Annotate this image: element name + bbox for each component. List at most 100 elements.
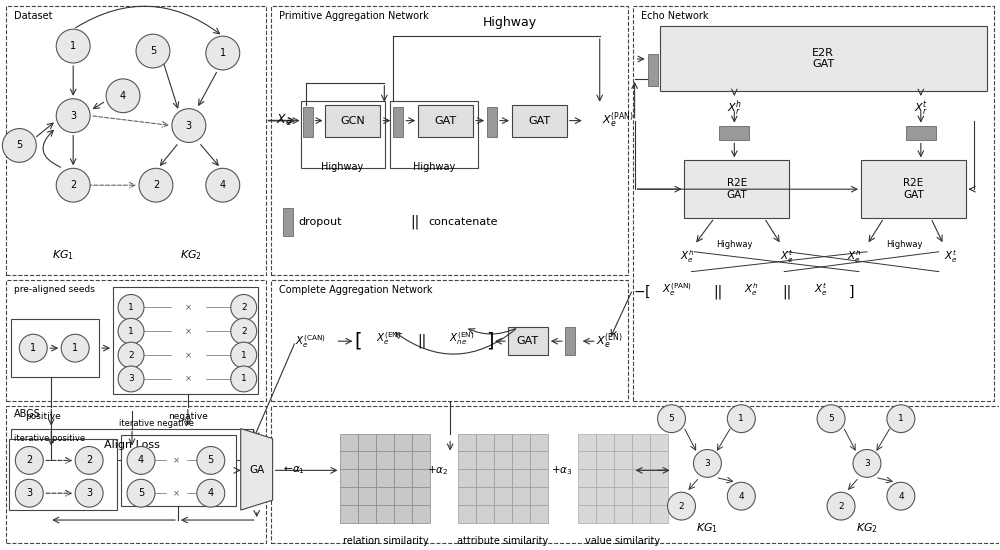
Text: Highway: Highway — [321, 162, 364, 172]
Circle shape — [118, 294, 144, 320]
Circle shape — [853, 449, 881, 477]
Bar — [512, 104, 567, 136]
Bar — [633, 7, 994, 401]
Text: 4: 4 — [739, 492, 744, 500]
Bar — [650, 433, 668, 452]
Circle shape — [817, 405, 845, 433]
Bar — [614, 452, 632, 469]
Bar — [632, 452, 650, 469]
Bar — [394, 505, 412, 523]
Text: $X_r^t$: $X_r^t$ — [914, 100, 928, 118]
Bar — [358, 469, 376, 487]
Circle shape — [56, 29, 90, 63]
Bar — [340, 433, 358, 452]
Text: 2: 2 — [838, 502, 844, 510]
Bar — [632, 487, 650, 505]
Text: value similarity: value similarity — [585, 536, 660, 546]
Bar — [719, 125, 749, 140]
Text: 1: 1 — [128, 303, 134, 312]
Text: $\times$: $\times$ — [172, 488, 180, 498]
Bar — [494, 469, 512, 487]
Bar — [530, 505, 548, 523]
Text: iterative negative: iterative negative — [119, 419, 194, 428]
Text: $X_e^h$: $X_e^h$ — [744, 281, 759, 298]
Text: iterative positive: iterative positive — [14, 434, 85, 443]
Bar — [565, 327, 575, 355]
Text: 3: 3 — [70, 111, 76, 120]
Text: GAT: GAT — [528, 116, 550, 125]
Text: GCN: GCN — [341, 116, 365, 125]
Bar — [418, 104, 473, 136]
Bar — [476, 452, 494, 469]
Bar — [487, 107, 497, 136]
Text: $X_e^t$: $X_e^t$ — [944, 248, 958, 265]
Text: 2: 2 — [679, 502, 684, 510]
Bar — [494, 452, 512, 469]
Bar — [412, 469, 430, 487]
Bar — [358, 505, 376, 523]
Bar — [340, 487, 358, 505]
Bar — [476, 469, 494, 487]
Text: 3: 3 — [186, 120, 192, 130]
Text: Align Loss: Align Loss — [104, 439, 160, 449]
Bar — [458, 505, 476, 523]
Bar — [301, 101, 385, 168]
Bar — [340, 452, 358, 469]
Bar — [494, 505, 512, 523]
Bar — [906, 125, 936, 140]
Text: 2: 2 — [26, 455, 32, 465]
Text: 1: 1 — [738, 414, 744, 423]
Circle shape — [172, 109, 206, 142]
Bar — [393, 107, 403, 136]
Text: 2: 2 — [241, 327, 247, 336]
Text: ||: || — [410, 214, 420, 229]
Text: Dataset: Dataset — [14, 12, 53, 21]
Circle shape — [668, 492, 695, 520]
Circle shape — [2, 129, 36, 162]
Text: $KG_1$: $KG_1$ — [52, 248, 74, 262]
Circle shape — [197, 447, 225, 474]
Text: $\times$: $\times$ — [184, 302, 192, 312]
Bar — [596, 433, 614, 452]
Text: ABGS: ABGS — [14, 409, 41, 419]
Text: [: [ — [355, 332, 362, 351]
Circle shape — [727, 482, 755, 510]
Text: 3: 3 — [705, 459, 710, 468]
Text: Highway: Highway — [483, 16, 537, 29]
Text: ||: || — [418, 334, 427, 349]
Bar — [578, 487, 596, 505]
Bar — [9, 438, 117, 510]
Text: 1: 1 — [241, 375, 247, 383]
Bar — [271, 406, 1000, 543]
Circle shape — [206, 36, 240, 70]
Circle shape — [136, 34, 170, 68]
Bar — [412, 433, 430, 452]
Text: GA: GA — [249, 465, 264, 475]
Circle shape — [139, 168, 173, 202]
Text: 5: 5 — [208, 455, 214, 465]
Text: negative: negative — [168, 412, 208, 421]
Bar — [394, 469, 412, 487]
Bar — [632, 433, 650, 452]
Bar — [512, 452, 530, 469]
Text: 2: 2 — [70, 180, 76, 190]
Text: $X_{ne}^{\rm(EN)}$: $X_{ne}^{\rm(EN)}$ — [449, 330, 475, 346]
Bar — [660, 26, 987, 91]
Bar — [412, 452, 430, 469]
Text: 1: 1 — [30, 343, 36, 353]
Circle shape — [887, 405, 915, 433]
Text: Primitive Aggregation Network: Primitive Aggregation Network — [279, 12, 428, 21]
Text: 3: 3 — [26, 488, 32, 498]
Bar — [394, 452, 412, 469]
Circle shape — [56, 168, 90, 202]
Bar — [578, 452, 596, 469]
Circle shape — [56, 99, 90, 133]
Bar — [530, 487, 548, 505]
Circle shape — [231, 342, 257, 368]
Bar — [11, 428, 253, 460]
Text: dropout: dropout — [299, 217, 342, 227]
Text: 4: 4 — [208, 488, 214, 498]
Text: $X_e^t$: $X_e^t$ — [814, 281, 828, 298]
Text: $X_e^t$: $X_e^t$ — [780, 248, 794, 265]
Bar — [376, 469, 394, 487]
